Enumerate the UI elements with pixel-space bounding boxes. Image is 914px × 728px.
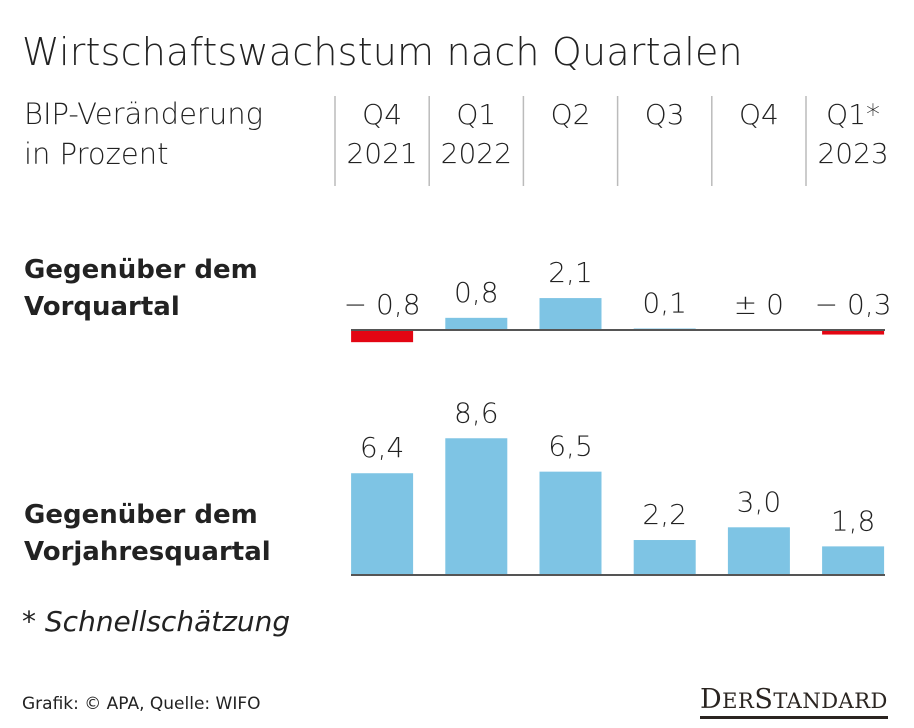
data-label: 2,2 — [642, 498, 687, 531]
data-label: ± 0 — [734, 288, 784, 321]
subtitle-line-2: in Prozent — [24, 137, 169, 171]
data-label: 6,4 — [360, 431, 405, 464]
x-tick-label-quarter: Q1* — [826, 98, 880, 131]
x-tick-label-quarter: Q4 — [362, 98, 402, 131]
data-label: − 0,3 — [815, 288, 892, 321]
row-label-line-1: Gegenüber dem — [24, 500, 258, 530]
data-label: 6,5 — [548, 430, 593, 463]
x-tick-label-quarter: Q4 — [739, 98, 779, 131]
bar — [633, 540, 696, 575]
data-label: 2,1 — [548, 256, 593, 289]
row-label-vorjahresquartal: Gegenüber dem Vorjahresquartal — [24, 497, 271, 571]
bar — [351, 473, 414, 575]
data-label: 1,8 — [831, 504, 876, 537]
chart-title: Wirtschaftswachstum nach Quartalen — [22, 30, 743, 74]
footnote: * Schnellschätzung — [22, 605, 291, 638]
row-label-line-2: Vorquartal — [24, 292, 180, 322]
x-tick-label-year: 2021 — [346, 137, 417, 170]
chart-subtitle: BIP-Veränderung in Prozent — [24, 94, 263, 174]
bar — [822, 546, 885, 575]
data-label: 0,1 — [642, 286, 687, 319]
bar — [445, 438, 508, 575]
data-label: 0,8 — [454, 276, 499, 309]
subtitle-line-1: BIP-Veränderung — [24, 97, 263, 131]
derstandard-logo: DERSTANDARD — [700, 686, 888, 719]
bar — [539, 298, 602, 330]
bar — [539, 471, 602, 575]
row-label-line-2: Vorjahresquartal — [24, 537, 271, 567]
bar — [351, 330, 414, 343]
x-tick-label-quarter: Q1 — [456, 98, 496, 131]
data-label: 3,0 — [737, 485, 782, 518]
bar — [822, 330, 885, 335]
x-tick-label-year: 2022 — [441, 137, 512, 170]
x-tick-label-year: 2023 — [817, 137, 888, 170]
data-label: − 0,8 — [344, 288, 421, 321]
bar — [727, 527, 790, 575]
source-credit: Grafik: © APA, Quelle: WIFO — [22, 694, 261, 714]
x-tick-label-quarter: Q2 — [551, 98, 591, 131]
x-tick-label-quarter: Q3 — [645, 98, 685, 131]
data-label: 8,6 — [454, 396, 499, 429]
bar — [445, 317, 508, 330]
row-label-line-1: Gegenüber dem — [24, 255, 258, 285]
row-label-vorquartal: Gegenüber dem Vorquartal — [24, 252, 258, 326]
